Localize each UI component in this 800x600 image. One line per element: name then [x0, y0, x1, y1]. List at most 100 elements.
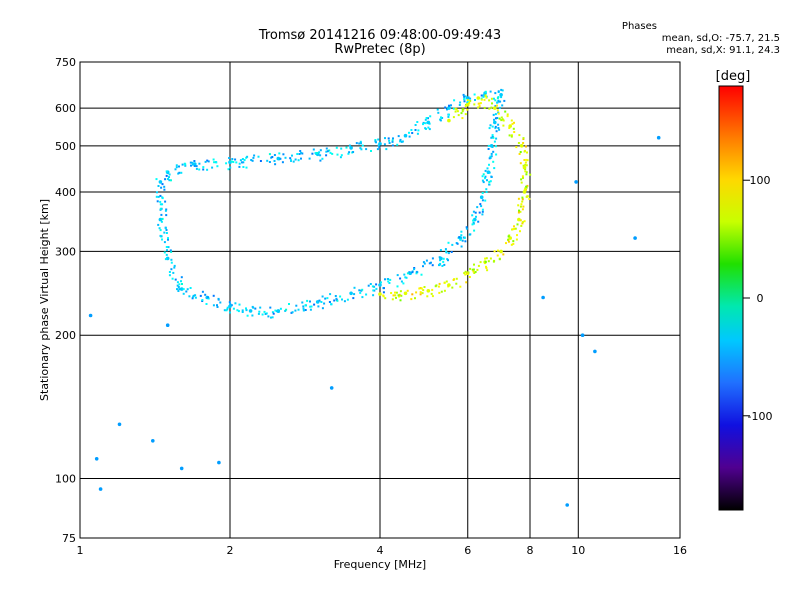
trace-dot-o [229, 166, 232, 169]
trace-dot-x [525, 164, 528, 167]
trace-dot-x [410, 298, 413, 301]
trace-dot-o [387, 137, 390, 140]
trace-dot-x [483, 98, 486, 101]
trace-dot-o [473, 229, 476, 232]
trace-dot-o [408, 131, 410, 134]
trace-point-x [447, 283, 451, 287]
trace-dot-o [173, 264, 176, 267]
trace-dot-x [510, 135, 513, 138]
trace-dot-o [268, 161, 271, 163]
trace-dot-x [466, 108, 469, 111]
trace-dot-x [471, 268, 474, 271]
trace-dot-o [490, 175, 493, 178]
trace-dot-o [321, 157, 324, 160]
x-tick-label: 8 [527, 544, 534, 557]
trace-dot-x [466, 99, 469, 102]
trace-dot-o [488, 180, 491, 183]
trace-dot-o [163, 251, 166, 254]
trace-dot-x [519, 219, 522, 222]
trace-dot-o [482, 181, 485, 184]
trace-dot-o [465, 226, 468, 229]
trace-dot-o [161, 183, 164, 186]
trace-dot-o [365, 148, 368, 151]
trace-dot-x [472, 270, 475, 273]
trace-dot-x [526, 159, 529, 162]
x-tick-label: 1 [77, 544, 84, 557]
trace-dot-o [261, 313, 264, 316]
trace-dot-o [464, 95, 467, 98]
trace-dot-o [339, 295, 342, 298]
trace-dot-o [340, 154, 343, 157]
trace-dot-o [169, 249, 172, 252]
trace-dot-o [291, 311, 294, 314]
trace-dot-o [201, 290, 204, 293]
trace-dot-o [274, 163, 277, 166]
trace-dot-o [463, 97, 466, 100]
trace-dot-o [312, 148, 315, 151]
trace-dot-x [500, 119, 503, 122]
trace-dot-o [474, 211, 477, 214]
trace-dot-o [212, 294, 215, 297]
trace-point-noise [217, 460, 221, 465]
trace-dot-o [484, 199, 487, 202]
trace-dot-o [447, 259, 449, 262]
x-tick-label: 10 [571, 544, 585, 557]
trace-dot-o [416, 132, 419, 135]
x-axis-label: Frequency [MHz] [334, 558, 426, 571]
trace-dot-o [288, 303, 290, 305]
trace-dot-x [468, 276, 471, 278]
trace-dot-o [330, 303, 333, 306]
trace-dot-o [202, 166, 205, 169]
trace-dot-o [237, 310, 240, 313]
trace-dot-x [463, 272, 466, 275]
trace-dot-x [431, 288, 434, 291]
trace-dot-o [294, 309, 297, 312]
trace-dot-o [264, 313, 267, 315]
trace-dot-o [442, 257, 445, 260]
trace-dot-o [177, 290, 180, 292]
trace-dot-o [447, 241, 450, 244]
trace-dot-o [487, 144, 490, 147]
trace-dot-o [278, 152, 281, 155]
trace-dot-o [302, 309, 305, 312]
trace-dot-o [431, 257, 434, 260]
trace-dot-o [194, 294, 197, 297]
trace-dot-o [367, 284, 370, 287]
trace-dot-o [174, 168, 177, 171]
trace-dot-o [229, 303, 232, 306]
trace-dot-o [399, 277, 402, 280]
trace-dot-o [447, 115, 450, 118]
trace-dot-o [270, 156, 273, 159]
trace-dot-o [204, 293, 207, 296]
trace-dot-x [525, 145, 527, 148]
trace-dot-o [325, 154, 328, 157]
trace-dot-o [277, 311, 280, 313]
trace-dot-o [497, 127, 500, 129]
trace-dot-x [484, 260, 487, 263]
trace-dot-x [478, 102, 481, 105]
trace-dot-o [372, 289, 375, 292]
trace-dot-o [291, 154, 293, 157]
trace-dot-o [492, 113, 495, 116]
trace-dot-x [437, 285, 440, 288]
trace-dot-x [472, 268, 475, 271]
trace-dot-o [245, 307, 247, 310]
trace-dot-o [352, 297, 355, 300]
trace-dot-o [352, 151, 355, 153]
trace-dot-o [422, 123, 424, 126]
trace-dot-o [446, 108, 448, 111]
trace-point-o [486, 170, 491, 174]
trace-dot-o [328, 149, 331, 152]
grid-layer [80, 62, 680, 538]
trace-dot-x [423, 286, 426, 288]
trace-dot-o [437, 111, 440, 114]
trace-dot-o [304, 304, 307, 307]
trace-point-o [378, 142, 382, 146]
trace-dot-x [464, 113, 467, 116]
trace-dot-o [164, 178, 167, 181]
trace-dot-o [234, 302, 237, 305]
trace-dot-x [485, 257, 488, 260]
trace-dot-o [295, 304, 298, 307]
trace-dot-x [464, 270, 467, 273]
trace-dot-x [489, 257, 492, 260]
